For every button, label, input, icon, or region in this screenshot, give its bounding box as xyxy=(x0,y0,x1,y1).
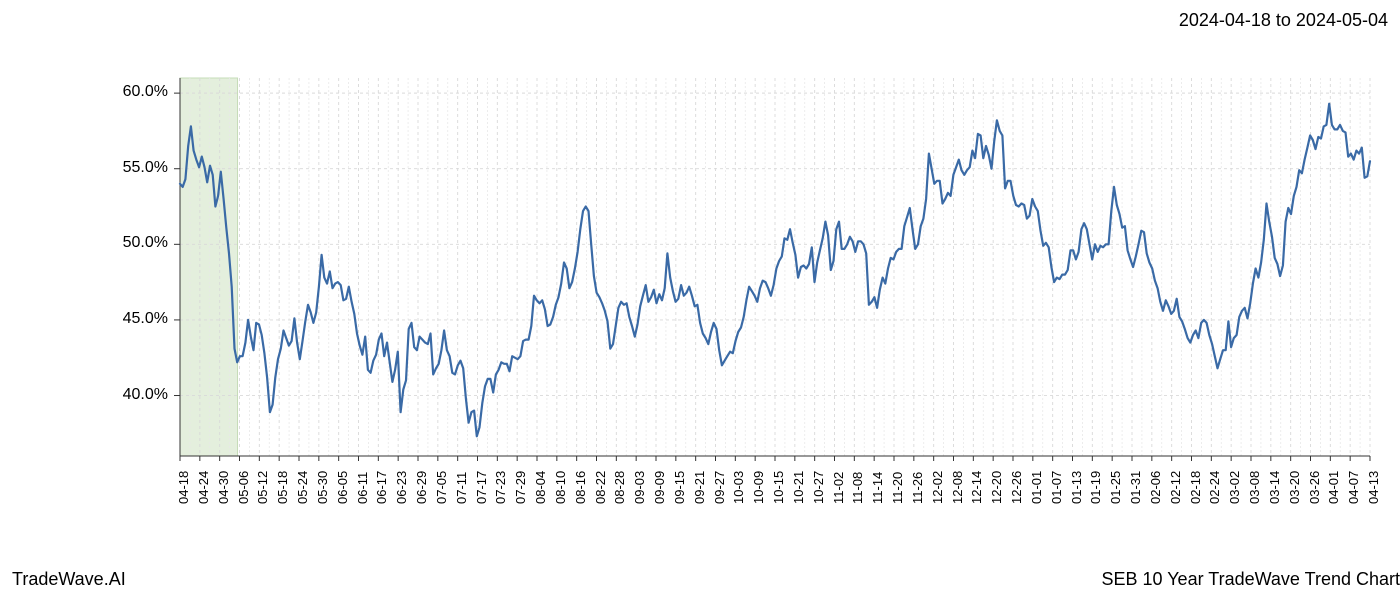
x-tick-label: 12-08 xyxy=(950,471,965,504)
x-tick-label: 09-27 xyxy=(712,471,727,504)
x-tick-label: 05-24 xyxy=(295,471,310,504)
y-tick-label: 55.0% xyxy=(98,159,168,177)
x-tick-label: 09-15 xyxy=(672,471,687,504)
x-tick-label: 10-09 xyxy=(751,471,766,504)
x-tick-label: 12-26 xyxy=(1009,471,1024,504)
x-tick-label: 02-24 xyxy=(1207,471,1222,504)
x-tick-label: 08-04 xyxy=(533,471,548,504)
x-tick-label: 04-07 xyxy=(1346,471,1361,504)
x-tick-label: 01-01 xyxy=(1029,471,1044,504)
x-tick-label: 05-12 xyxy=(255,471,270,504)
x-tick-label: 10-27 xyxy=(811,471,826,504)
x-tick-label: 08-22 xyxy=(593,471,608,504)
chart-svg xyxy=(0,60,1400,540)
x-tick-label: 07-29 xyxy=(513,471,528,504)
x-tick-label: 04-01 xyxy=(1326,471,1341,504)
x-tick-label: 11-08 xyxy=(850,472,865,504)
x-tick-label: 12-14 xyxy=(969,471,984,504)
trend-chart: 40.0% 45.0% 50.0% 55.0% 60.0% 04-18 04-24 04-3… xyxy=(0,60,1400,540)
x-tick-label: 04-24 xyxy=(196,471,211,504)
x-tick-label: 04-18 xyxy=(176,471,191,504)
y-tick-label: 60.0% xyxy=(98,83,168,101)
x-tick-label: 01-07 xyxy=(1049,471,1064,504)
x-tick-label: 08-10 xyxy=(553,471,568,504)
x-tick-label: 06-29 xyxy=(414,471,429,504)
x-tick-label: 02-18 xyxy=(1188,471,1203,504)
x-tick-label: 05-30 xyxy=(315,471,330,504)
x-tick-label: 12-20 xyxy=(989,471,1004,504)
footer-brand: TradeWave.AI xyxy=(12,569,126,590)
x-tick-label: 09-03 xyxy=(632,471,647,504)
date-range-label: 2024-04-18 to 2024-05-04 xyxy=(1179,10,1388,31)
x-tick-label: 03-08 xyxy=(1247,471,1262,504)
x-tick-label: 06-23 xyxy=(394,471,409,504)
x-tick-label: 11-20 xyxy=(890,472,905,504)
x-tick-label: 03-26 xyxy=(1307,471,1322,504)
x-tick-label: 11-14 xyxy=(870,472,885,504)
x-tick-label: 04-30 xyxy=(216,471,231,504)
y-tick-label: 40.0% xyxy=(98,386,168,404)
x-tick-label: 10-15 xyxy=(771,471,786,504)
y-tick-label: 45.0% xyxy=(98,310,168,328)
footer-chart-title: SEB 10 Year TradeWave Trend Chart xyxy=(1101,569,1400,590)
y-tick-label: 50.0% xyxy=(98,234,168,252)
x-tick-label: 02-06 xyxy=(1148,471,1163,504)
x-tick-label: 09-09 xyxy=(652,471,667,504)
x-tick-label: 12-02 xyxy=(930,471,945,504)
x-tick-label: 01-25 xyxy=(1108,471,1123,504)
x-tick-label: 11-26 xyxy=(910,472,925,504)
x-tick-label: 01-31 xyxy=(1128,471,1143,504)
x-tick-label: 07-23 xyxy=(493,471,508,504)
x-tick-label: 09-21 xyxy=(692,471,707,504)
x-tick-label: 03-20 xyxy=(1287,471,1302,504)
x-tick-label: 03-14 xyxy=(1267,471,1282,504)
x-tick-label: 04-13 xyxy=(1366,471,1381,504)
x-tick-label: 11-02 xyxy=(831,472,846,504)
x-tick-label: 08-16 xyxy=(573,471,588,504)
x-tick-label: 06-17 xyxy=(374,471,389,504)
x-tick-label: 02-12 xyxy=(1168,471,1183,504)
x-tick-label: 06-11 xyxy=(355,472,370,504)
x-tick-label: 07-05 xyxy=(434,471,449,504)
x-tick-label: 03-02 xyxy=(1227,471,1242,504)
x-tick-label: 10-21 xyxy=(791,471,806,504)
x-tick-label: 05-06 xyxy=(236,471,251,504)
x-tick-label: 07-11 xyxy=(454,472,469,504)
x-tick-label: 01-13 xyxy=(1069,471,1084,504)
x-tick-label: 10-03 xyxy=(731,471,746,504)
x-tick-label: 07-17 xyxy=(474,471,489,504)
x-tick-label: 08-28 xyxy=(612,471,627,504)
x-tick-label: 05-18 xyxy=(275,471,290,504)
x-tick-label: 06-05 xyxy=(335,471,350,504)
x-tick-label: 01-19 xyxy=(1088,471,1103,504)
